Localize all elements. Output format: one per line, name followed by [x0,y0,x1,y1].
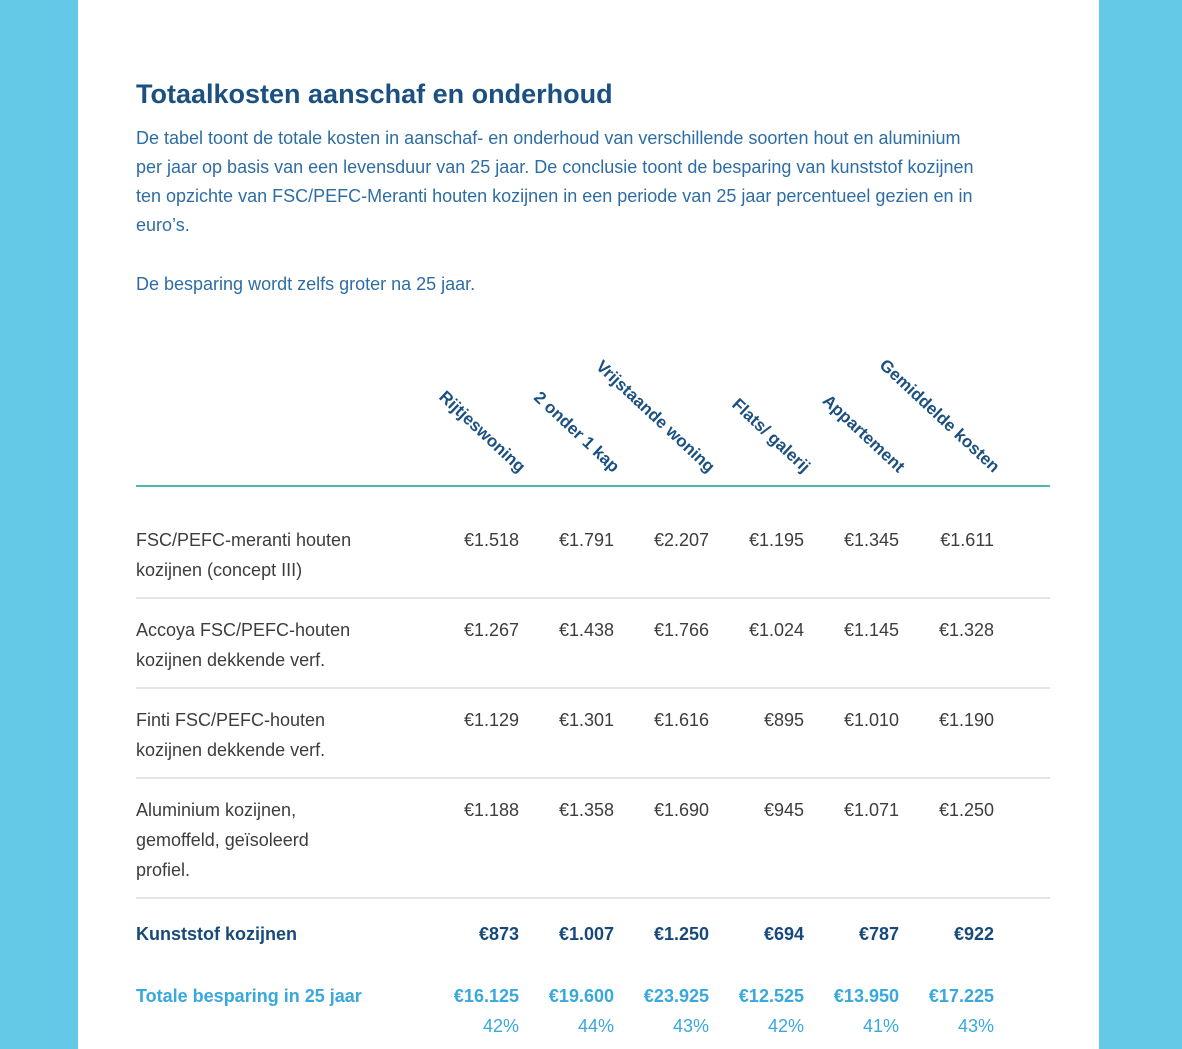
row-label: Kunststof kozijnen [136,924,297,944]
cell-value: €13.950 [833,986,899,1006]
cell-value: €1.010 [843,710,899,730]
cell-value: €23.925 [643,986,709,1006]
table-row: Totale besparing in 25 jaar €16.125 €19.60… [136,955,1050,1011]
cell-value: €12.525 [738,986,804,1006]
column-header: Gemiddelde kosten [876,299,1004,485]
cell-value: €1.328 [938,620,994,640]
cell-value: €895 [763,710,804,730]
cell-value: €2.207 [653,530,709,550]
cell-value: €787 [858,924,899,944]
row-trailing-spacer [994,705,1050,765]
note-paragraph: De besparing wordt zelfs groter na 25 ja… [136,274,476,294]
row-label: Finti FSC/PEFC-houten kozijnen dekkende … [136,710,326,760]
column-header: Rijtjeswoning [424,299,529,485]
table-row: Aluminium kozijnen, gemoffeld, geïsoleer… [136,779,1050,899]
row-label-spacer [136,1011,424,1041]
document-page: Totaalkosten aanschaf en onderhoud De ta… [78,0,1099,1049]
row-trailing-spacer [994,919,1050,949]
cell-value: €1.024 [748,620,804,640]
sidebar-left [0,0,78,1049]
row-trailing-spacer [994,981,1050,1011]
cell-value: €1.438 [558,620,614,640]
row-trailing-spacer [994,615,1050,675]
cell-value: €945 [763,800,804,820]
cell-value: €16.125 [453,986,519,1006]
cell-value: €19.600 [548,986,614,1006]
cell-value: €1.518 [463,530,519,550]
column-header: Flats/ galerij [709,299,814,485]
cell-value: €1.145 [843,620,899,640]
row-label: Totale besparing in 25 jaar [136,986,362,1006]
header-spacer [136,299,424,485]
cell-value: €1.616 [653,710,709,730]
column-header: 2 onder 1 kap [519,299,624,485]
cost-table: Rijtjeswoning 2 onder 1 kap Vrijstaande wo… [136,299,1050,1041]
table-header-row: Rijtjeswoning 2 onder 1 kap Vrijstaande wo… [136,299,1050,487]
table-body: FSC/PEFC-meranti houten kozijnen (concep… [136,487,1050,1041]
sidebar-right [1099,0,1182,1049]
cell-value: €1.791 [558,530,614,550]
cell-value: €1.190 [938,710,994,730]
cell-value: €1.250 [653,924,709,944]
cell-value: €1.611 [940,530,994,550]
cell-value: €1.690 [653,800,709,820]
cell-value: €1.188 [463,800,519,820]
column-header-label: 2 onder 1 kap [530,387,624,477]
cell-value: €1.129 [463,710,519,730]
header-trailing-spacer [994,299,1050,485]
table-row: Kunststof kozijnen €873 €1.007 €1.250 €694 €7… [136,899,1050,955]
page-title: Totaalkosten aanschaf en onderhoud [136,79,613,109]
row-label: Aluminium kozijnen, gemoffeld, geïsoleer… [136,800,309,880]
column-header: Vrijstaande woning [592,299,718,485]
cell-value: €1.301 [558,710,614,730]
cell-value: €17.225 [928,986,994,1006]
intro-paragraph: De tabel toont de totale kosten in aansc… [136,128,974,235]
row-trailing-spacer [994,1011,1050,1041]
table-row: Accoya FSC/PEFC-houten kozijnen dekkende… [136,599,1050,689]
column-header-label: Appartement [818,390,909,477]
cell-value: €1.250 [938,800,994,820]
cell-value: €1.358 [558,800,614,820]
cell-value: €1.345 [843,530,899,550]
table-sub-row: 42% 44% 43% 42% 41% 43% [136,1011,1050,1041]
column-header-label: Rijtjeswoning [434,387,529,477]
column-header: Appartement [804,299,909,485]
cell-value: €1.007 [558,924,614,944]
cell-value: €1.267 [463,620,519,640]
cell-value: €1.195 [748,530,804,550]
savings-percentage: 41% [862,1016,899,1036]
row-label: FSC/PEFC-meranti houten kozijnen (concep… [136,530,352,580]
row-label: Accoya FSC/PEFC-houten kozijnen dekkende… [136,620,351,670]
row-trailing-spacer [994,525,1050,585]
savings-percentage: 42% [767,1016,804,1036]
table-row: FSC/PEFC-meranti houten kozijnen (concep… [136,487,1050,599]
row-trailing-spacer [994,795,1050,885]
cell-value: €922 [953,924,994,944]
cell-value: €873 [478,924,519,944]
cell-value: €694 [763,924,804,944]
savings-percentage: 43% [672,1016,709,1036]
cell-value: €1.071 [843,800,899,820]
column-header-label: Flats/ galerij [728,394,814,477]
savings-percentage: 42% [482,1016,519,1036]
savings-percentage: 44% [577,1016,614,1036]
cell-value: €1.766 [653,620,709,640]
savings-percentage: 43% [957,1016,994,1036]
table-row: Finti FSC/PEFC-houten kozijnen dekkende … [136,689,1050,779]
